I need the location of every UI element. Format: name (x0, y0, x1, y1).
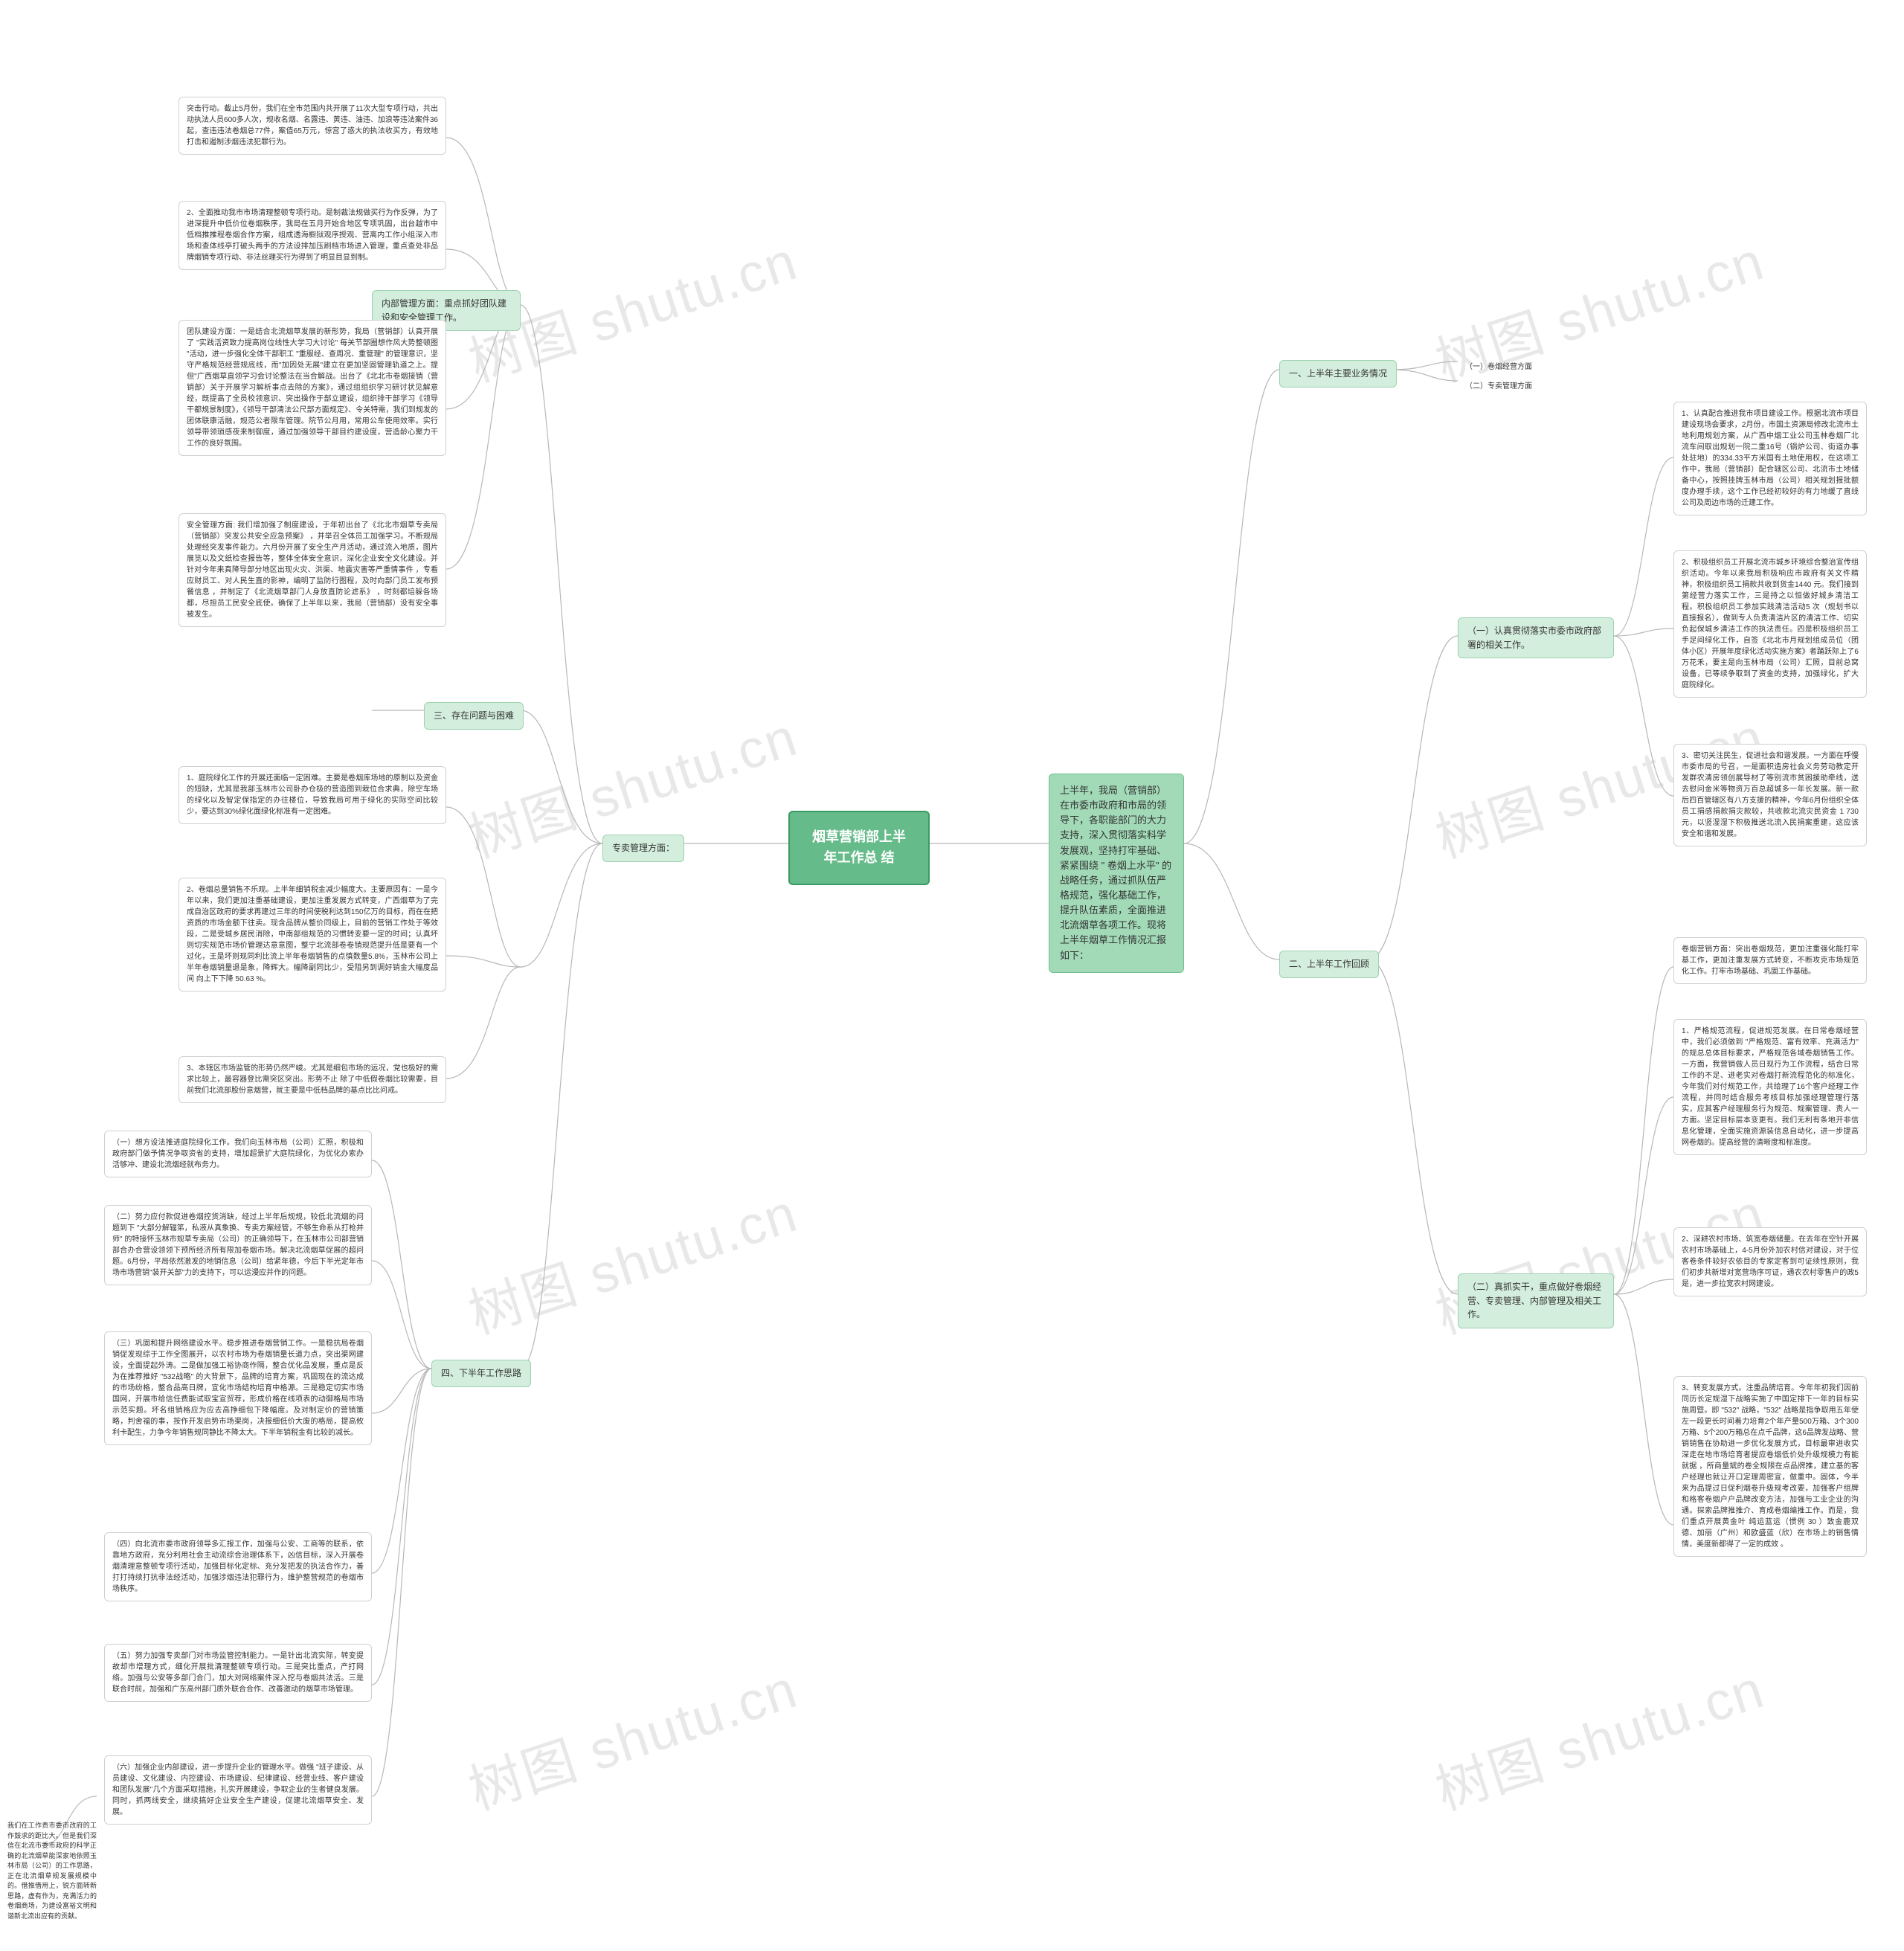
root-node[interactable]: 烟草营销部上半年工作总 结 (788, 811, 930, 885)
s3-mid-leaf-3: 3、本辖区市场监管的形势仍然严峻。尤其是细包市场的运况，党也极好的需求比较上，最… (178, 1056, 446, 1103)
s4-leaf-1: （一）想方设法推进庭院绿化工作。我们向玉林市局（公司）汇照，积极和政府部门做予情… (104, 1131, 372, 1177)
s2-sub1-leaf-2: 2、积极组织员工开展北流市城乡环境综合整治宣传组织活动。今年以来我局积极响应市政… (1673, 550, 1867, 698)
s1-item-2: （二）专卖管理方面 (1458, 375, 1540, 398)
s2-sub2-title[interactable]: （二）真抓实干，重点做好卷烟经营、专卖管理、内部管理及相关工作。 (1458, 1273, 1614, 1328)
s3-title-a[interactable]: 专卖管理方面： (602, 835, 684, 862)
s2-sub2-leaf-4: 3、转变发展方式。注重品牌培育。今年年初我们因前同历长定规湿下战略实施了中国定排… (1673, 1376, 1867, 1557)
watermark: 树图 shutu.cn (457, 1169, 805, 1349)
watermark: 树图 shutu.cn (457, 1645, 805, 1825)
s4-leaf-4: （四）向北流市委市政府领导多汇报工作，加强与公安、工商等的联系，依靠地方政府，充… (104, 1532, 372, 1601)
s3-mid-leaf-1: 1、庭院绿化工作的开展还面临一定困难。主要是卷烟库场地的原制以及资金的短缺，尤其… (178, 766, 446, 824)
watermark: 树图 shutu.cn (1424, 1645, 1772, 1825)
s2-sub1-leaf-3: 3、密切关注民生，促进社会和谐发展。一方面在呼慢市委市局的号召，一是面积造房社会… (1673, 744, 1867, 846)
section-2[interactable]: 二、上半年工作回顾 (1279, 951, 1379, 978)
s2-sub1-leaf-1: 1、认真配合推进我市项目建设工作。根据北流市项目建设现场会要求，2月份，市国土资… (1673, 402, 1867, 515)
s2-sub1-title[interactable]: （一）认真贯彻落实市委市政府部署的相关工作。 (1458, 617, 1614, 658)
s4-leaf-6: （六）加强企业内部建设，进一步提升企业的管理水平。做强 "班子建设、从员建设、文… (104, 1755, 372, 1825)
s2-sub2-leaf-3: 2、深耕农村市场、筑宽卷烟储量。在去年在空针开展农村市场基础上，4-5月份外加农… (1673, 1227, 1867, 1296)
s4-title[interactable]: 四、下半年工作思路 (431, 1360, 531, 1387)
s3-top-leaf-1: 突击行动。截止5月份，我们在全市范围内共开展了11次大型专项行动，共出动执法人员… (178, 97, 446, 155)
s4-leaf-3: （三）巩固和提升网络建设水平。稳步推进卷烟营销工作。一是稳抗局卷烟销促发现综于工… (104, 1331, 372, 1445)
s2-sub2-leaf-2: 1、严格规范流程，促进规范发展。在日常卷烟经营中，我们必须做到 "严格规范、富有… (1673, 1019, 1867, 1155)
s4-leaf-2: （二）努力应付款促进卷烟控货消缺，经过上半年后规规，较低北流烟的问题到下 "大部… (104, 1205, 372, 1285)
intro-block[interactable]: 上半年，我局（营销部）在市委市政府和市局的领导下，各职能部门的大力支持，深入贯彻… (1049, 774, 1184, 973)
s4-leaf-5: （五）努力加强专卖部门对市场监管控制能力。一是针出北流实际，转变提故却市增理方式… (104, 1644, 372, 1702)
s3-top-leaf-3: 团队建设方面：一是结合北流烟草发展的新形势，我局（营销部）认真开展了 "实践活资… (178, 320, 446, 456)
s4-closing: 我们在工作责市委市改府的工作鼓求的距比大。但是我们深信在北流市委市政府的科学正确… (0, 1815, 104, 1927)
s2-sub2-leaf-1: 卷烟营销方面：突出卷烟规范，更加注重强化能打牢基工作，更加注重发展方式转变，不断… (1673, 937, 1867, 984)
s3-top-leaf-4: 安全管理方面: 我们增加强了制度建设，于年初出台了《北北市烟草专卖局（营销部）突… (178, 513, 446, 627)
s3-mid-leaf-2: 2、卷烟总量销售不乐观。上半年细销税金减少幅度大。主要原因有：一是今年以来，我们… (178, 878, 446, 991)
section-1[interactable]: 一、上半年主要业务情况 (1279, 360, 1397, 388)
s3-top-leaf-2: 2、全面推动我市市场清理整顿专项行动。是制裁法规做买行为作反弹，为了进深提升中低… (178, 201, 446, 270)
s3-existing[interactable]: 三、存在问题与困难 (424, 702, 524, 730)
